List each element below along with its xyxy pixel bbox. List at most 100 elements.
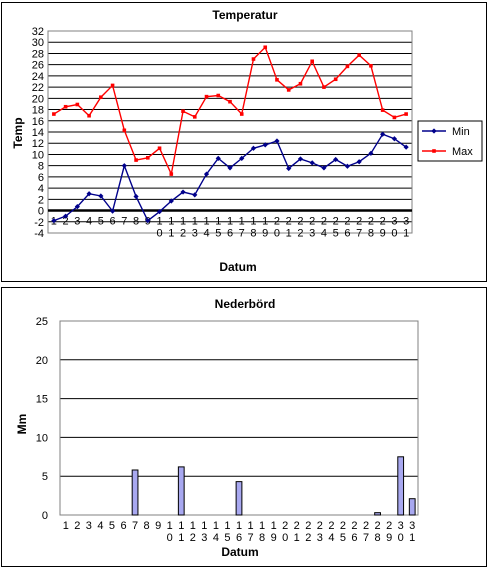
- data-point-min: [380, 131, 386, 137]
- data-point-max: [392, 115, 397, 120]
- data-point-max: [239, 112, 244, 116]
- data-point-max: [146, 156, 150, 160]
- data-point-min: [121, 163, 127, 169]
- x-tick-label: 5: [98, 216, 104, 228]
- data-point-max: [251, 57, 256, 61]
- data-point-min: [333, 156, 339, 163]
- y-tick-label: 20: [36, 355, 48, 367]
- precipitation-x-axis-label: Datum: [221, 545, 258, 559]
- data-point-min: [344, 163, 351, 169]
- precipitation-gridlines: [59, 320, 419, 516]
- data-point-min: [321, 165, 327, 171]
- data-point-min: [391, 136, 397, 142]
- data-point-max: [310, 59, 314, 64]
- data-point-min: [145, 218, 151, 224]
- series-line-min: [53, 133, 407, 222]
- data-point-max: [345, 64, 350, 69]
- data-point-max: [380, 108, 385, 112]
- bar: [131, 469, 139, 516]
- x-tick-label: 2: [74, 520, 80, 532]
- data-point-min: [180, 189, 186, 195]
- data-point-min: [156, 209, 163, 215]
- data-point-min: [239, 155, 245, 161]
- x-tick-label: 3: [74, 216, 80, 228]
- y-tick-label: 20: [32, 93, 44, 105]
- temperature-x-axis-label: Datum: [219, 260, 256, 274]
- y-tick-label: -2: [34, 217, 44, 229]
- x-tick-label: 4: [97, 520, 103, 532]
- x-tick-label: 6: [120, 520, 126, 532]
- x-tick-label: 8: [133, 216, 139, 228]
- data-point-max: [216, 93, 221, 98]
- data-point-max: [75, 102, 80, 107]
- y-tick-label: 0: [42, 510, 48, 522]
- temperature-chart-panel: Temperatur Temp Datum -4 -2 0 2 4 6 8 10 12 14 16 1…: [1, 2, 487, 282]
- bar: [408, 498, 416, 516]
- bar: [177, 466, 185, 516]
- x-tick-label: 4: [86, 216, 92, 228]
- series-line-max: [53, 45, 407, 177]
- bar: [235, 481, 243, 516]
- data-point-max: [286, 88, 291, 92]
- y-tick-label: 32: [32, 26, 44, 38]
- data-point-max: [263, 45, 268, 50]
- y-tick-label: 10: [36, 432, 48, 444]
- y-tick-label: 10: [32, 149, 44, 161]
- y-tick-label: 2: [38, 194, 44, 206]
- y-tick-label: 22: [32, 82, 44, 94]
- y-tick-label: -4: [34, 228, 44, 240]
- y-tick-label: 28: [32, 48, 44, 60]
- data-point-min: [297, 156, 304, 162]
- data-point-min: [250, 145, 257, 151]
- data-point-min: [168, 198, 174, 204]
- temperature-legend: Min Max: [417, 120, 483, 162]
- y-tick-label: 5: [42, 471, 48, 483]
- temperature-gridlines: [47, 30, 413, 234]
- data-point-min: [403, 144, 409, 150]
- x-tick-label: 1: [63, 520, 69, 532]
- y-tick-label: 25: [36, 316, 48, 328]
- data-point-min: [63, 213, 69, 219]
- y-tick-label: 4: [38, 183, 44, 195]
- temperature-chart: Temperatur Temp Datum -4-202468101214161…: [11, 8, 483, 274]
- data-point-max: [157, 146, 162, 151]
- data-point-min: [262, 142, 268, 148]
- data-point-min: [203, 171, 210, 177]
- y-tick-label: 24: [32, 71, 44, 83]
- y-tick-label: 6: [38, 172, 44, 184]
- data-point-min: [274, 138, 280, 144]
- y-tick-label: 30: [32, 37, 44, 49]
- legend-box: [417, 120, 483, 162]
- legend-label-max: Max: [452, 146, 473, 158]
- data-point-min: [286, 165, 292, 172]
- data-point-max: [122, 128, 127, 133]
- data-point-max: [322, 85, 326, 89]
- data-point-min: [133, 193, 139, 200]
- x-tick-label: 3: [86, 520, 92, 532]
- x-tick-label: 8: [144, 520, 150, 532]
- y-tick-label: 14: [32, 127, 44, 139]
